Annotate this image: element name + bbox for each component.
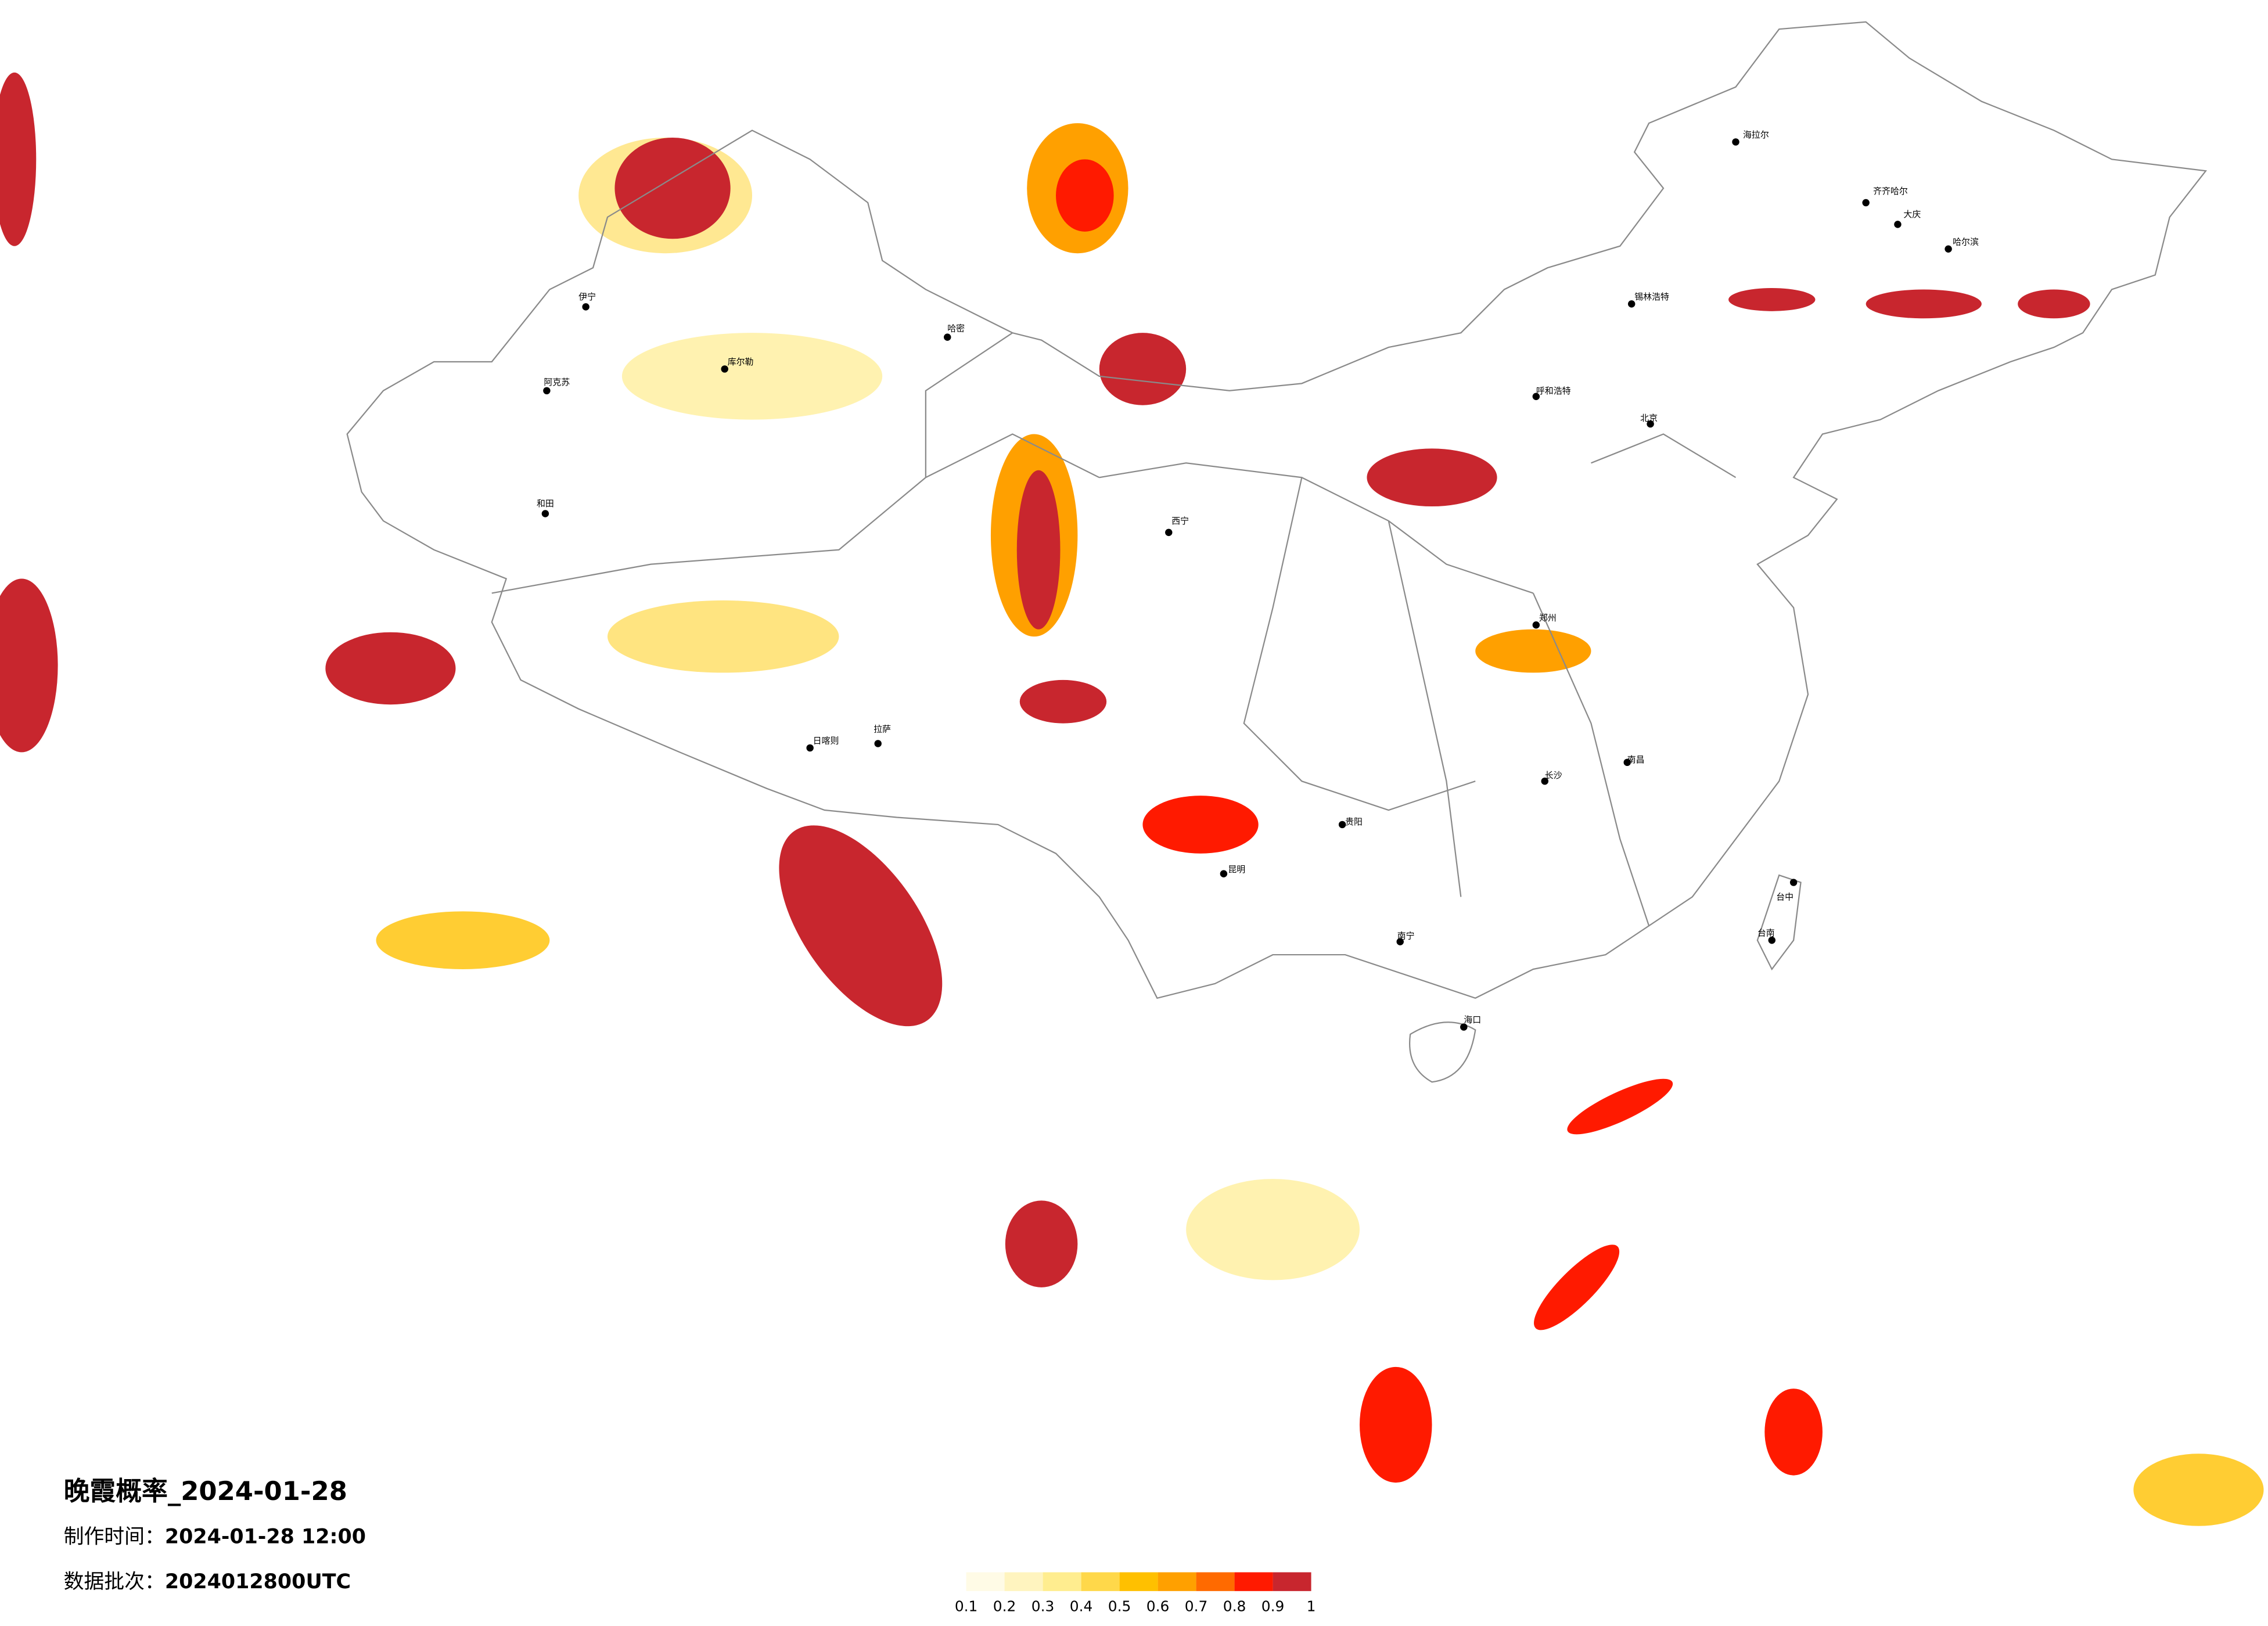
- city-label: 齐齐哈尔: [1873, 186, 1908, 196]
- info-line: 制作时间：2024-01-28 12:00: [64, 1526, 366, 1549]
- legend-tick-label: 0.2: [993, 1598, 1016, 1615]
- info-value: 2024-01-28 12:00: [165, 1526, 366, 1549]
- city-label: 贵阳: [1345, 816, 1363, 827]
- legend-swatch: [1273, 1572, 1311, 1591]
- legend-tick-label: 0.4: [1070, 1598, 1093, 1615]
- city-label: 海拉尔: [1743, 129, 1769, 140]
- city-dot: [1647, 420, 1654, 428]
- info-label: 数据批次：: [64, 1570, 165, 1593]
- legend-tick-label: 0.7: [1185, 1598, 1208, 1615]
- city-label: 南昌: [1627, 754, 1645, 765]
- city-dot: [721, 365, 728, 373]
- legend-tick-label: 0.1: [955, 1598, 978, 1615]
- city-label: 呼和浩特: [1536, 386, 1571, 396]
- city-label: 库尔勒: [728, 357, 754, 367]
- province-border: [491, 332, 1737, 926]
- legend-swatch: [1004, 1572, 1043, 1591]
- city-label: 日喀则: [813, 735, 839, 746]
- legend-swatch: [1234, 1572, 1273, 1591]
- city-label: 大庆: [1903, 209, 1921, 220]
- legend-swatch: [1196, 1572, 1235, 1591]
- city-dot: [806, 744, 814, 752]
- city-layer: 伊宁 阿克苏 和田 库尔勒 哈密 日喀则 拉萨 北京 呼和浩特 锡林浩特 海拉尔…: [537, 129, 1979, 1031]
- city-dot: [1532, 621, 1540, 629]
- city-dot: [1623, 758, 1631, 767]
- city-dot: [1396, 938, 1404, 945]
- legend-tick-label: 1: [1307, 1598, 1316, 1615]
- city-dot: [1894, 221, 1902, 228]
- info-value: 2024012800UTC: [165, 1570, 351, 1593]
- city-dot: [541, 510, 549, 517]
- city-dot: [1338, 821, 1346, 829]
- city-label: 昆明: [1228, 864, 1245, 875]
- city-label: 哈尔滨: [1953, 236, 1979, 247]
- island-border: [1409, 874, 1802, 1083]
- city-label: 北京: [1640, 413, 1658, 423]
- country-border: [346, 21, 2208, 999]
- legend-tick-label: 0.3: [1031, 1598, 1055, 1615]
- city-dot: [1165, 528, 1173, 537]
- legend-tick-label: 0.5: [1108, 1598, 1131, 1615]
- city-dot: [1541, 777, 1549, 785]
- city-dot: [543, 387, 551, 395]
- city-label: 锡林浩特: [1634, 292, 1669, 302]
- city-label: 台南: [1757, 928, 1775, 938]
- city-dot: [1220, 870, 1228, 877]
- city-dot: [1862, 199, 1870, 207]
- color-legend: 0.1 0.2 0.3 0.4 0.5 0.6 0.7 0.8 0.9 1: [955, 1572, 1316, 1615]
- city-label: 西宁: [1171, 516, 1189, 526]
- city-label: 伊宁: [578, 292, 596, 302]
- city-label: 长沙: [1545, 770, 1562, 780]
- probability-field: [0, 72, 2264, 1526]
- city-dot: [874, 740, 882, 747]
- city-dot: [1532, 393, 1540, 400]
- legend-swatch: [966, 1572, 1005, 1591]
- info-line: 数据批次：2024012800UTC: [64, 1570, 351, 1593]
- city-label: 郑州: [1539, 613, 1557, 623]
- city-dot: [582, 303, 590, 311]
- city-dot: [1460, 1023, 1468, 1031]
- city-dot: [944, 333, 951, 341]
- map-title: 晚霞概率_2024-01-28: [64, 1476, 347, 1506]
- city-dot: [1768, 936, 1776, 944]
- legend-tick-label: 0.6: [1146, 1598, 1170, 1615]
- city-dot: [1944, 245, 1952, 253]
- city-label: 海口: [1464, 1015, 1481, 1025]
- city-label: 和田: [537, 498, 554, 509]
- city-dot: [1627, 300, 1636, 308]
- legend-swatch: [1119, 1572, 1158, 1591]
- legend-tick-label: 0.8: [1223, 1598, 1246, 1615]
- legend-swatch: [1043, 1572, 1081, 1591]
- legend-tick-label: 0.9: [1261, 1598, 1285, 1615]
- legend-swatch: [1158, 1572, 1196, 1591]
- city-dot: [1789, 879, 1798, 886]
- city-label: 台中: [1776, 891, 1793, 902]
- city-label: 南宁: [1397, 931, 1415, 941]
- city-dot: [1732, 138, 1739, 146]
- city-label: 拉萨: [874, 724, 891, 735]
- city-label: 阿克苏: [544, 377, 570, 387]
- legend-swatch: [1081, 1572, 1120, 1591]
- info-label: 制作时间：: [64, 1526, 165, 1549]
- city-label: 哈密: [947, 323, 965, 334]
